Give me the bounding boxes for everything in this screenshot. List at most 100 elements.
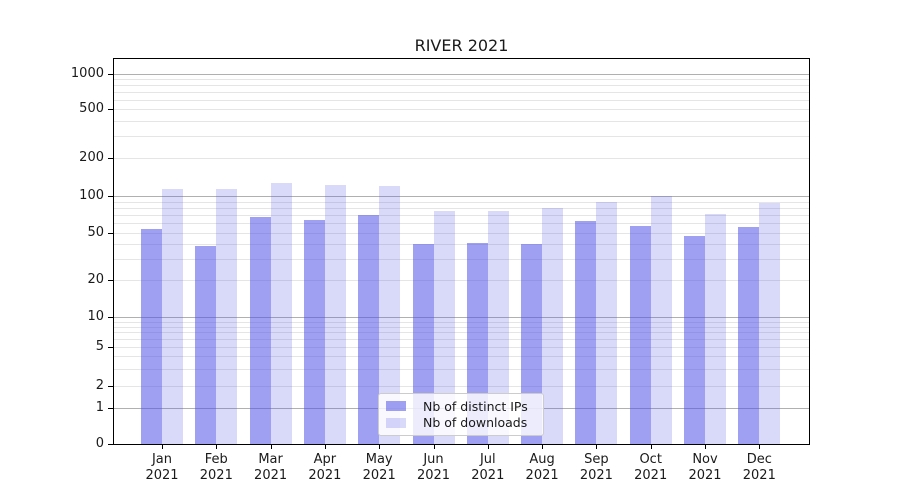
x-tick-label-nov: Nov 2021 xyxy=(688,452,722,483)
bar-distinct-ips-apr xyxy=(303,219,325,444)
x-tick-label-may: May 2021 xyxy=(362,452,396,483)
gridline-minor-600 xyxy=(114,99,809,101)
x-tick-dec xyxy=(759,445,761,449)
gridline-minor-50 xyxy=(114,233,809,234)
y-tick-label-10: 10 xyxy=(87,309,104,324)
gridline-minor-4 xyxy=(114,356,809,358)
bar-downloads-dec xyxy=(759,202,781,444)
gridline-minor-20 xyxy=(114,280,809,281)
bar-downloads-nov xyxy=(705,214,726,444)
gridline-minor-300 xyxy=(114,136,809,138)
gridline-minor-60 xyxy=(114,223,809,225)
x-tick-label-feb: Feb 2021 xyxy=(199,452,233,483)
y-tick-100 xyxy=(108,196,113,197)
bar-downloads-oct xyxy=(650,196,672,444)
gridline-minor-30 xyxy=(114,259,809,261)
x-tick-label-oct: Oct 2021 xyxy=(634,452,668,483)
x-tick-mar xyxy=(270,445,272,449)
y-tick-label-50: 50 xyxy=(87,225,104,240)
gridline-minor-90 xyxy=(114,201,809,203)
gridline-major-1000 xyxy=(114,74,809,75)
bar-downloads-jun xyxy=(433,211,455,444)
bar-downloads-sep xyxy=(596,201,618,444)
x-tick-sep xyxy=(596,445,598,449)
legend-item-downloads: Nb of downloads xyxy=(386,415,535,432)
y-tick-500 xyxy=(108,109,113,110)
gridline-major-10 xyxy=(114,317,809,318)
bar-distinct-ips-mar xyxy=(249,217,271,444)
y-tick-label-2: 2 xyxy=(95,378,104,393)
gridline-minor-80 xyxy=(114,207,809,209)
y-tick-label-500: 500 xyxy=(79,101,104,116)
x-tick-label-mar: Mar 2021 xyxy=(254,452,288,483)
y-tick-200 xyxy=(108,158,113,159)
gridline-minor-2 xyxy=(114,386,809,387)
gridline-minor-6 xyxy=(114,339,809,341)
legend-item-distinct-ips: Nb of distinct IPs xyxy=(386,398,535,415)
y-tick-label-5: 5 xyxy=(95,339,104,354)
bar-distinct-ips-may xyxy=(358,215,380,444)
x-tick-label-jun: Jun 2021 xyxy=(416,452,451,483)
y-tick-50 xyxy=(108,233,113,234)
gridline-minor-200 xyxy=(114,158,809,159)
x-tick-jul xyxy=(487,445,489,449)
y-tick-20 xyxy=(108,280,113,281)
gridline-minor-40 xyxy=(114,244,809,246)
y-tick-1 xyxy=(108,408,113,409)
gridline-minor-700 xyxy=(114,92,809,93)
y-tick-10 xyxy=(108,317,113,318)
gridline-minor-400 xyxy=(114,120,809,122)
gridline-minor-3 xyxy=(114,368,809,370)
x-tick-jan xyxy=(162,445,163,449)
legend-swatch-distinct-ips xyxy=(386,401,406,412)
x-tick-jun xyxy=(433,445,435,449)
x-tick-feb xyxy=(216,445,218,449)
y-tick-5 xyxy=(108,347,113,348)
gridline-minor-800 xyxy=(114,85,809,87)
y-tick-1000 xyxy=(108,74,113,75)
bar-downloads-aug xyxy=(542,207,564,444)
bar-distinct-ips-oct xyxy=(629,226,651,444)
gridline-minor-9 xyxy=(114,321,809,323)
bar-distinct-ips-feb xyxy=(195,245,217,444)
legend-label-distinct-ips: Nb of distinct IPs xyxy=(423,398,528,414)
bar-distinct-ips-dec xyxy=(738,226,760,444)
x-tick-label-jul: Jul 2021 xyxy=(471,452,505,483)
gridline-minor-70 xyxy=(114,215,809,217)
gridline-minor-8 xyxy=(114,326,809,328)
x-tick-label-dec: Dec 2021 xyxy=(742,452,776,483)
legend-label-downloads: Nb of downloads xyxy=(423,415,528,431)
legend-swatch-downloads xyxy=(386,417,406,428)
bar-distinct-ips-jan xyxy=(141,228,162,444)
x-tick-label-apr: Apr 2021 xyxy=(308,452,342,483)
y-tick-label-1000: 1000 xyxy=(70,66,104,81)
y-tick-label-0: 0 xyxy=(95,436,104,451)
x-tick-label-aug: Aug 2021 xyxy=(525,452,559,483)
bar-downloads-jan xyxy=(162,189,183,444)
gridline-minor-5 xyxy=(114,347,809,348)
y-tick-0 xyxy=(108,444,113,445)
gridline-minor-900 xyxy=(114,79,809,81)
gridline-minor-7 xyxy=(114,332,809,334)
x-tick-nov xyxy=(705,445,706,449)
bar-downloads-mar xyxy=(270,183,292,444)
x-tick-aug xyxy=(542,445,544,449)
x-tick-label-sep: Sep 2021 xyxy=(579,452,613,483)
gridline-major-100 xyxy=(114,196,809,197)
gridline-minor-500 xyxy=(114,109,809,110)
x-tick-label-jan: Jan 2021 xyxy=(145,452,179,483)
y-tick-label-200: 200 xyxy=(79,150,104,165)
chart-title: RIVER 2021 xyxy=(414,36,509,55)
y-tick-2 xyxy=(108,386,113,387)
bar-distinct-ips-nov xyxy=(684,236,705,444)
bar-downloads-may xyxy=(379,186,401,444)
x-tick-oct xyxy=(650,445,652,449)
x-tick-may xyxy=(379,445,381,449)
x-tick-apr xyxy=(324,445,326,449)
bar-downloads-apr xyxy=(324,185,346,444)
bar-distinct-ips-sep xyxy=(575,220,597,444)
y-tick-label-1: 1 xyxy=(95,400,104,415)
y-tick-label-20: 20 xyxy=(87,272,104,287)
bar-downloads-jul xyxy=(487,211,509,444)
